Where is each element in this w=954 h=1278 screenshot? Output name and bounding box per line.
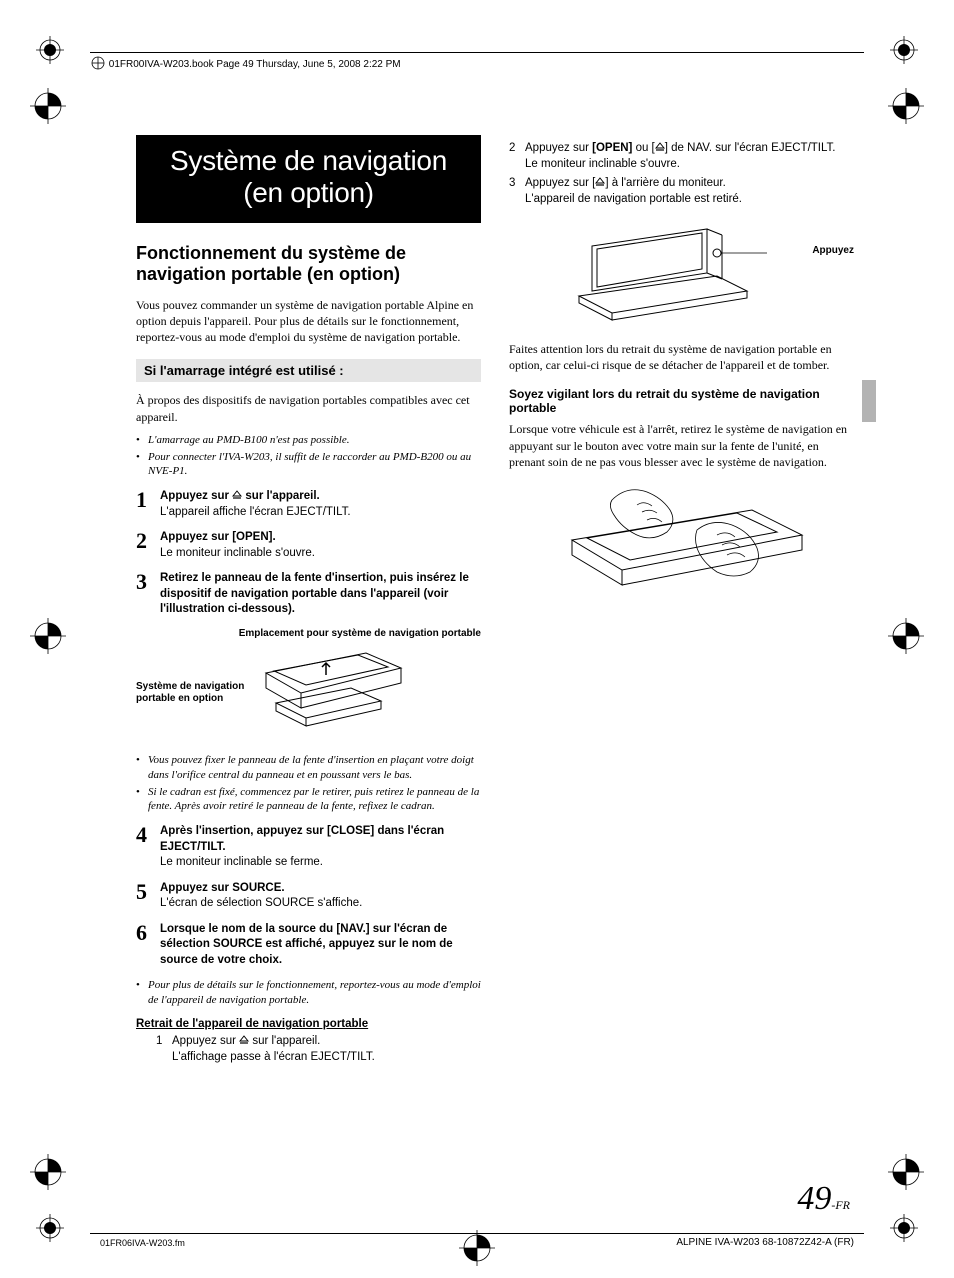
eject-icon [232,490,242,500]
step-number: 3 [136,571,160,593]
intro-para: Vous pouvez commander un système de navi… [136,297,481,346]
col2-step: 2 Appuyez sur [OPEN] ou [] de NAV. sur l… [509,141,854,172]
fig2: Appuyez [509,221,854,331]
caution-heading: Soyez vigilant lors du retrait du systèm… [509,387,854,415]
removal-step: 1 Appuyez sur sur l'appareil. L'affichag… [156,1034,481,1065]
reg-mark-br [890,1214,918,1242]
reg-target-tr2 [888,88,924,124]
title-line2: (en option) [154,177,463,209]
step-number: 2 [136,530,160,552]
section-title-box: Système de navigation (en option) [136,135,481,223]
page-number: 49-FR [797,1180,850,1218]
steps-list: 1 Appuyez sur sur l'appareil. L'appareil… [136,489,481,618]
removal-steps: 1 Appuyez sur sur l'appareil. L'affichag… [136,1034,481,1065]
fig1-side-label: Système de navigation portable en option [136,681,246,705]
reg-target-mr [888,618,924,654]
reg-mark-tl [36,36,64,64]
step: 1 Appuyez sur sur l'appareil. L'appareil… [136,489,481,520]
fig1-row: Système de navigation portable en option [136,643,481,743]
reg-target-mc [459,1230,495,1266]
subsection-heading: Fonctionnement du système de navigation … [136,243,481,284]
compat-para: À propos des dispositifs de navigation p… [136,392,481,424]
eject-icon [239,1035,249,1045]
box-heading: Si l'amarrage intégré est utilisé : [136,359,481,382]
step-number: 5 [136,881,160,903]
reg-mark-tr [890,36,918,64]
post-steps-note-item: Pour plus de détails sur le fonctionneme… [136,978,481,1008]
step: 2 Appuyez sur [OPEN]. Le moniteur inclin… [136,530,481,561]
reg-target-tl2 [30,88,66,124]
compat-note: Pour connecter l'IVA-W203, il suffit de … [136,450,481,480]
fig2-callout: Appuyez [812,245,854,256]
right-column: 2 Appuyez sur [OPEN] ou [] de NAV. sur l… [509,135,854,1158]
post-fig-note: Si le cadran est fixé, commencez par le … [136,785,481,815]
side-tab [862,380,876,422]
post-fig-note: Vous pouvez fixer le panneau de la fente… [136,753,481,783]
removal-heading: Retrait de l'appareil de navigation port… [136,1018,481,1030]
header-text: 01FR00IVA-W203.book Page 49 Thursday, Ju… [109,59,401,70]
compat-note: L'amarrage au PMD-B100 n'est pas possibl… [136,433,481,448]
reg-target-ml [30,618,66,654]
post-steps-note: Pour plus de détails sur le fonctionneme… [136,978,481,1008]
title-line1: Système de navigation [154,145,463,177]
step: 5 Appuyez sur SOURCE. L'écran de sélecti… [136,881,481,912]
step-number: 1 [136,489,160,511]
page-number-big: 49 [797,1180,831,1217]
col2-steps: 2 Appuyez sur [OPEN] ou [] de NAV. sur l… [509,141,854,207]
eject-icon [595,177,605,187]
fig3 [509,480,854,630]
col2-step: 3 Appuyez sur [] à l'arrière du moniteur… [509,176,854,207]
step: 4 Après l'insertion, appuyez sur [CLOSE]… [136,824,481,871]
post-fig-notes: Vous pouvez fixer le panneau de la fente… [136,753,481,814]
fig1-caption: Emplacement pour système de navigation p… [136,628,481,639]
step-number: 6 [136,922,160,944]
reg-target-br2 [888,1154,924,1190]
left-column: Système de navigation (en option) Foncti… [136,135,481,1158]
caution-body: Lorsque votre véhicule est à l'arrêt, re… [509,421,854,470]
step-number: 4 [136,824,160,846]
footer-right: ALPINE IVA-W203 68-10872Z42-A (FR) [676,1237,854,1248]
eject-icon [655,142,665,152]
step: 6 Lorsque le nom de la source du [NAV.] … [136,922,481,969]
page-header: 01FR00IVA-W203.book Page 49 Thursday, Ju… [90,52,864,74]
reg-target-bl2 [30,1154,66,1190]
page-number-suffix: -FR [831,1198,850,1212]
footer-rule [90,1233,864,1234]
fig1-illustration [256,643,406,743]
step: 3 Retirez le panneau de la fente d'inser… [136,571,481,618]
content: Système de navigation (en option) Foncti… [136,135,854,1158]
compat-notes: L'amarrage au PMD-B100 n'est pas possibl… [136,433,481,480]
steps-list-cont: 4 Après l'insertion, appuyez sur [CLOSE]… [136,824,481,968]
footer-left: 01FR06IVA-W203.fm [100,1238,185,1248]
caution-para: Faites attention lors du retrait du syst… [509,341,854,373]
reg-mark-bl [36,1214,64,1242]
